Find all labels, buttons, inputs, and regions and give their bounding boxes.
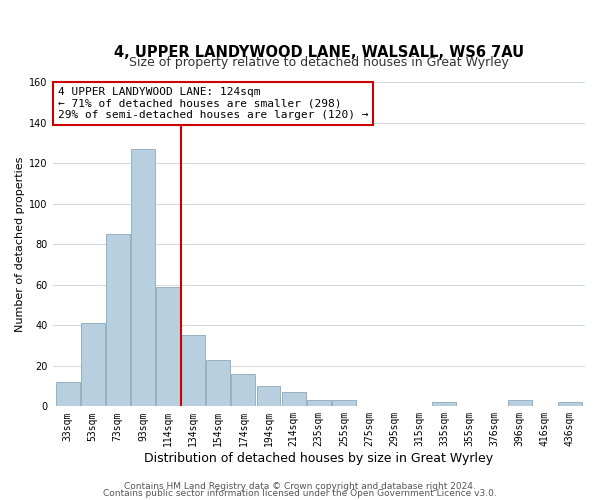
Text: Size of property relative to detached houses in Great Wyrley: Size of property relative to detached ho…	[129, 56, 509, 69]
Bar	[156, 286, 180, 406]
Bar	[558, 402, 582, 406]
Bar	[206, 360, 230, 406]
Text: 4 UPPER LANDYWOOD LANE: 124sqm
← 71% of detached houses are smaller (298)
29% of: 4 UPPER LANDYWOOD LANE: 124sqm ← 71% of …	[58, 87, 368, 120]
Bar	[307, 400, 331, 406]
Bar	[232, 374, 256, 406]
Bar	[81, 323, 104, 406]
Y-axis label: Number of detached properties: Number of detached properties	[15, 156, 25, 332]
Bar	[106, 234, 130, 406]
Bar	[131, 149, 155, 406]
Text: Contains HM Land Registry data © Crown copyright and database right 2024.: Contains HM Land Registry data © Crown c…	[124, 482, 476, 491]
Bar	[56, 382, 80, 406]
Bar	[332, 400, 356, 406]
Title: 4, UPPER LANDYWOOD LANE, WALSALL, WS6 7AU: 4, UPPER LANDYWOOD LANE, WALSALL, WS6 7A…	[114, 45, 524, 60]
Bar	[282, 392, 305, 406]
Bar	[433, 402, 456, 406]
Bar	[508, 400, 532, 406]
X-axis label: Distribution of detached houses by size in Great Wyrley: Distribution of detached houses by size …	[144, 452, 493, 465]
Bar	[257, 386, 280, 406]
Bar	[181, 336, 205, 406]
Text: Contains public sector information licensed under the Open Government Licence v3: Contains public sector information licen…	[103, 490, 497, 498]
